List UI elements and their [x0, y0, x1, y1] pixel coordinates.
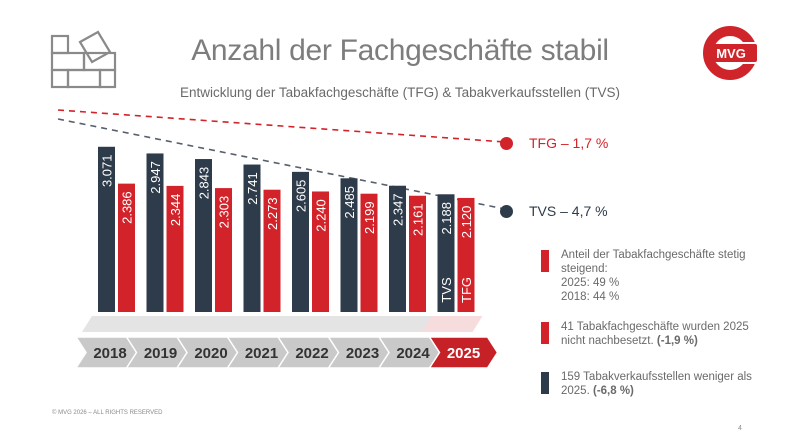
trend-line-tvs	[57, 118, 506, 210]
year-label: 2025	[447, 345, 480, 362]
data-label-tvs: 2.188	[439, 202, 454, 235]
bar-tfg	[118, 183, 135, 312]
note-text: 2025: 49 %	[561, 277, 620, 289]
bar-tvs	[195, 159, 212, 312]
data-label-tvs: 2.485	[342, 186, 357, 219]
note-bold: (-1,9 %)	[656, 335, 698, 347]
data-label-tfg: 2.273	[265, 197, 280, 230]
mvg-logo: MVG	[703, 26, 760, 80]
series-label-tvs: TVS	[439, 277, 454, 303]
year-label: 2018	[93, 345, 126, 362]
year-label: 2023	[346, 345, 379, 362]
bar-tfg	[166, 185, 184, 312]
data-label-tfg: 2.386	[120, 191, 135, 224]
bar-pedestal	[179, 316, 240, 332]
year-label: 2024	[396, 345, 430, 362]
bar-tvs	[98, 146, 115, 312]
legend-item-tfg: TFG – 1,7 %	[500, 135, 608, 151]
note-text: 41 Tabakfachgeschäfte wurden 2025 nicht …	[561, 321, 749, 347]
bar-tfg	[409, 195, 426, 312]
data-label-tvs: 3.071	[100, 155, 115, 188]
data-label-tfg: 2.199	[362, 201, 377, 234]
note-bold: (-6,8 %)	[592, 385, 634, 397]
bar-pedestal	[373, 316, 434, 332]
copyright-footer: © MVG 2026 – ALL RIGHTS RESERVED	[52, 410, 163, 416]
year-label: 2021	[245, 345, 278, 362]
data-label-tvs: 2.741	[245, 172, 260, 205]
bar-tfg	[215, 188, 232, 312]
legend-item-tvs: TVS – 4,7 %	[500, 203, 608, 219]
data-label-tfg: 2.161	[411, 203, 426, 236]
note-bar-red	[541, 322, 549, 344]
bar-pedestal	[82, 316, 143, 332]
bar-pedestal	[421, 316, 483, 332]
note-text: 159 Tabakverkaufsstellen weniger als 202…	[561, 371, 752, 397]
data-label-tfg: 2.344	[168, 194, 183, 227]
note-tfg: 41 Tabakfachgeschäfte wurden 2025 nicht …	[541, 320, 771, 348]
note-bar-red	[541, 250, 549, 272]
note-tvs: 159 Tabakverkaufsstellen weniger als 202…	[541, 370, 771, 398]
year-label: 2020	[194, 345, 227, 362]
bar-tfg	[263, 189, 281, 312]
page-title: Anzahl der Fachgeschäfte stabil	[191, 34, 609, 67]
note-text: 2018: 44 %	[561, 291, 620, 303]
data-label-tvs: 2.605	[294, 180, 309, 213]
bar-pedestal	[324, 316, 386, 332]
bar-tfg	[312, 191, 329, 312]
year-label: 2019	[144, 345, 177, 362]
data-label-tvs: 2.843	[197, 167, 212, 200]
legend-dot-tvs	[500, 204, 513, 218]
trend-line-tfg	[57, 109, 506, 143]
data-label-tvs: 2.947	[148, 161, 163, 194]
logo-text: MVG	[716, 46, 746, 61]
data-label-tfg: 2.120	[459, 206, 474, 239]
year-label: 2022	[295, 345, 328, 362]
data-label-tfg: 2.303	[217, 196, 232, 229]
bar-tfg	[457, 197, 475, 312]
bar-tvs	[292, 171, 309, 312]
building-blocks-icon	[50, 30, 117, 89]
note-bar-dark	[541, 372, 549, 394]
bar-pedestal	[276, 316, 337, 332]
bar-pedestal	[130, 316, 192, 332]
data-label-tvs: 2.347	[391, 193, 406, 226]
note-share: Anteil der Tabakfachgeschäfte stetig ste…	[541, 248, 771, 304]
bar-tvs	[146, 153, 164, 312]
bar-tvs	[340, 178, 358, 312]
note-text: Anteil der Tabakfachgeschäfte stetig ste…	[561, 249, 746, 275]
legend-label-tfg: TFG – 1,7 %	[529, 135, 609, 151]
bar-tvs	[437, 194, 455, 312]
bar-tfg	[360, 193, 378, 312]
year-arrow	[428, 336, 499, 369]
data-label-tfg: 2.240	[314, 199, 329, 232]
legend-dot-tfg	[500, 136, 513, 150]
series-label-tfg: TFG	[459, 277, 474, 303]
bar-pedestal	[227, 316, 289, 332]
bar-tvs	[243, 164, 261, 312]
page-number: 4	[738, 425, 742, 432]
bar-tvs	[389, 185, 406, 312]
page-subtitle: Entwicklung der Tabakfachgeschäfte (TFG)…	[180, 85, 620, 100]
legend-label-tvs: TVS – 4,7 %	[529, 203, 608, 219]
